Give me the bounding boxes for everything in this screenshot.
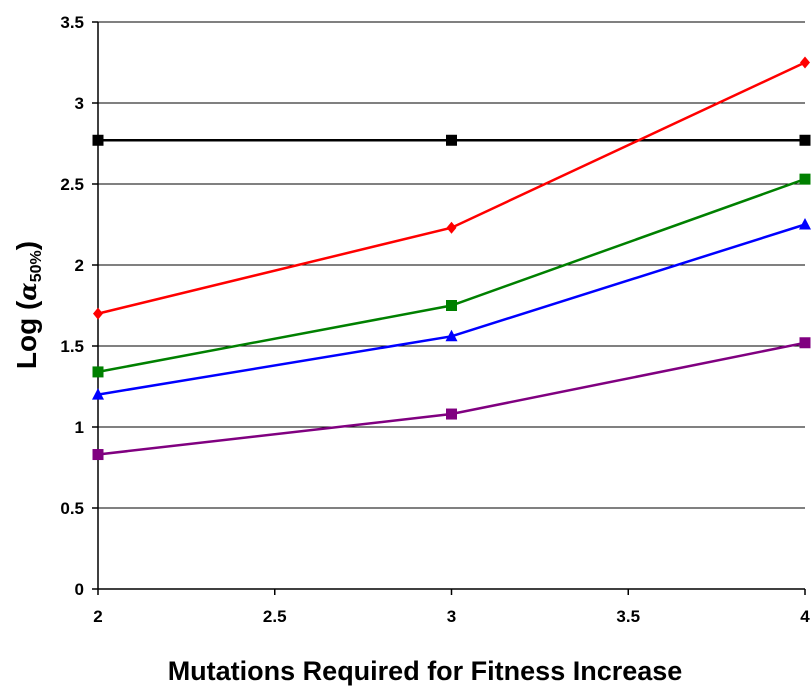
y-tick-label-6: 3 (75, 94, 84, 113)
series-lines (97, 61, 806, 456)
y-tick-label-1: 0.5 (60, 499, 84, 518)
x-tick-label-0: 2 (93, 607, 102, 626)
series-0-point-2 (799, 134, 811, 146)
y-tick-label-2: 1 (75, 418, 84, 437)
series-3-point-1 (445, 329, 458, 342)
series-1-point-2 (800, 56, 810, 69)
series-4-line (97, 341, 806, 456)
series-1-point-0 (93, 307, 103, 320)
y-tick-label-0: 0 (75, 580, 84, 599)
series-1-line (97, 61, 806, 315)
y-axis-title: Log (α50%) (11, 241, 45, 369)
y-axis-title-subscript: 50% (28, 250, 45, 282)
series-0-point-1 (446, 134, 457, 146)
y-tick-label-7: 3.5 (60, 13, 84, 32)
series-2-point-0 (92, 366, 104, 378)
y-tick-label-3: 1.5 (60, 337, 84, 356)
series-4-point-2 (799, 337, 811, 349)
series-1-point-1 (446, 221, 457, 234)
y-tick-label-4: 2 (75, 256, 84, 275)
y-tick-label-5: 2.5 (60, 175, 84, 194)
series-0-point-0 (92, 134, 104, 146)
y-axis-title-suffix: ) (11, 241, 42, 250)
series-4-point-1 (446, 408, 457, 420)
x-tick-label-4: 4 (800, 607, 810, 626)
tick-labels: 0 0.5 1 1.5 2 2.5 3 3.5 2 2.5 3 3.5 4 (60, 13, 810, 626)
series-2-point-2 (799, 173, 811, 185)
x-tick-label-1: 2.5 (263, 607, 287, 626)
series-markers (92, 56, 811, 461)
series-2-line (97, 177, 806, 374)
x-tick-label-2: 3 (447, 607, 456, 626)
x-tick-label-3: 3.5 (616, 607, 640, 626)
series-3-point-0 (92, 388, 104, 400)
gridlines (98, 21, 805, 509)
series-2-point-1 (446, 300, 457, 311)
axes (92, 21, 806, 595)
series-4-point-0 (92, 449, 104, 461)
y-axis-title-prefix: Log ( (11, 300, 42, 369)
y-axis-title-symbol: α (13, 282, 42, 300)
series-3-point-2 (799, 218, 811, 230)
x-axis-title: Mutations Required for Fitness Increase (168, 656, 683, 686)
